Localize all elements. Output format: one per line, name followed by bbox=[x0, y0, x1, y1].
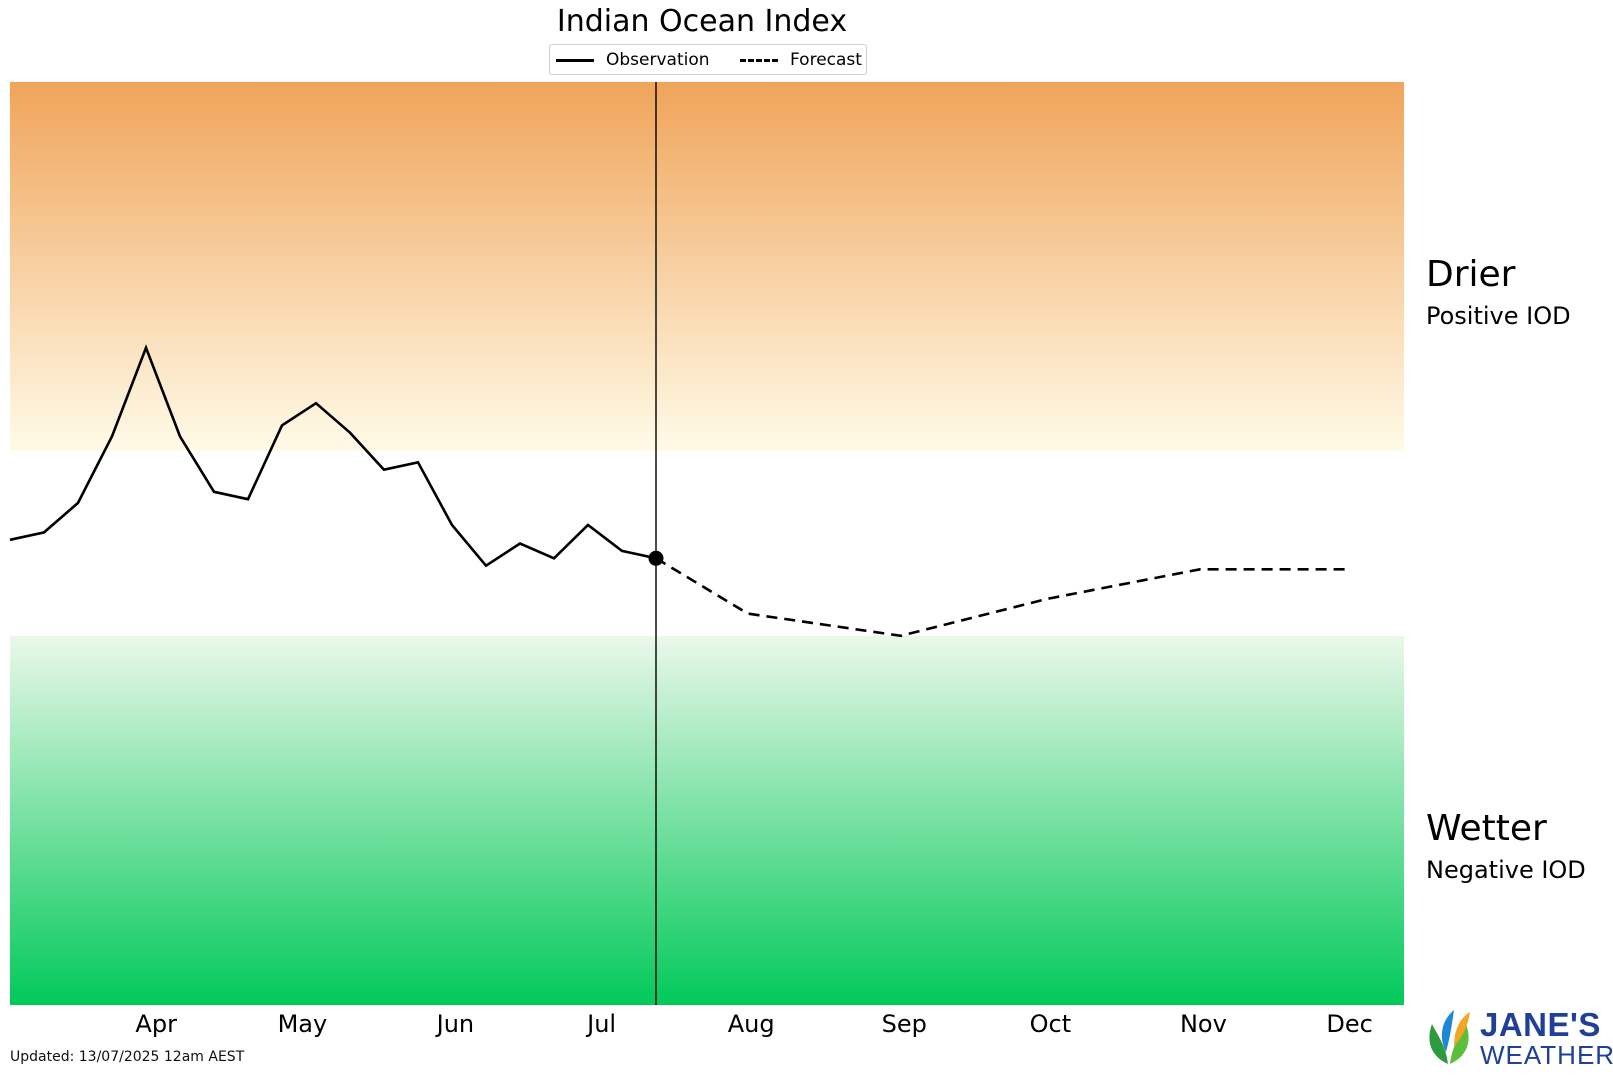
legend-item-observation: Observation bbox=[556, 50, 710, 70]
wetter-band bbox=[10, 635, 1404, 1005]
logo-text-weather: WEATHER bbox=[1480, 1040, 1613, 1070]
x-tick-label: Oct bbox=[1030, 1010, 1072, 1038]
legend-item-forecast: Forecast bbox=[740, 50, 862, 70]
zone-sublabel-positive-iod: Positive IOD bbox=[1426, 302, 1571, 330]
series-lines bbox=[9, 82, 1350, 1005]
x-tick-label: Apr bbox=[135, 1010, 177, 1038]
legend-label-observation: Observation bbox=[606, 50, 710, 70]
x-axis-ticks: Apr May Jun Jul Aug Sep Oct Nov Dec bbox=[135, 1010, 1372, 1038]
x-tick-label: Dec bbox=[1326, 1010, 1372, 1038]
x-tick-label: Jul bbox=[585, 1010, 616, 1038]
zone-label-wetter: Wetter bbox=[1426, 808, 1547, 849]
janes-weather-logo: JANE'S WEATHER bbox=[1424, 1006, 1613, 1070]
x-tick-label: Jun bbox=[435, 1010, 475, 1038]
x-tick-label: Nov bbox=[1180, 1010, 1227, 1038]
leaf-logo-icon bbox=[1429, 1010, 1470, 1064]
forecast-series-line bbox=[655, 557, 1350, 638]
zone-bands bbox=[10, 82, 1404, 1005]
legend-label-forecast: Forecast bbox=[790, 50, 862, 70]
zone-sublabel-negative-iod: Negative IOD bbox=[1426, 856, 1586, 884]
x-tick-label: May bbox=[278, 1010, 328, 1038]
legend: Observation Forecast bbox=[549, 44, 867, 75]
legend-dashed-line-icon bbox=[740, 58, 778, 62]
x-tick-label: Sep bbox=[882, 1010, 927, 1038]
chart-title: Indian Ocean Index bbox=[556, 4, 848, 39]
updated-timestamp: Updated: 13/07/2025 12am AEST bbox=[10, 1049, 245, 1065]
zone-label-drier: Drier bbox=[1426, 254, 1516, 295]
current-value-marker bbox=[648, 550, 664, 566]
drier-band bbox=[10, 82, 1404, 452]
x-tick-label: Aug bbox=[728, 1010, 775, 1038]
logo-text-janes: JANE'S bbox=[1480, 1006, 1601, 1043]
legend-solid-line-icon bbox=[556, 58, 594, 62]
observation-series-line bbox=[9, 344, 657, 568]
